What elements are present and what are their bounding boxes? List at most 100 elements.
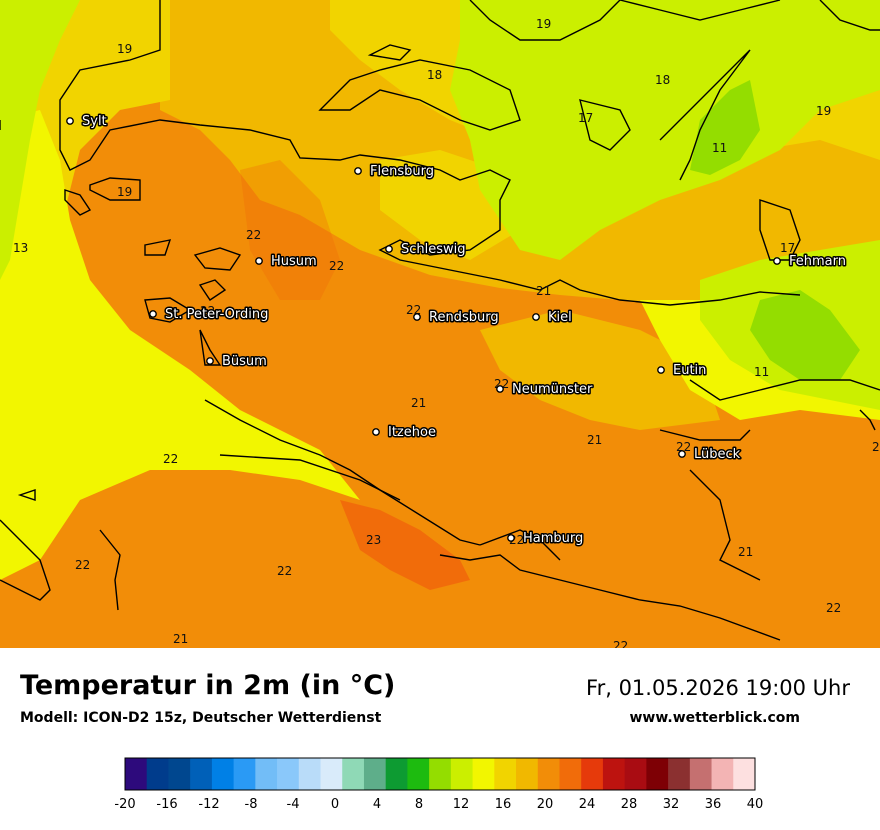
value-label: 18: [427, 68, 442, 82]
svg-text:Büsum: Büsum: [222, 354, 267, 369]
legend-tick-label: -20: [114, 797, 135, 812]
legend-color-bin: [363, 758, 387, 790]
temp-field-14-16-west: [0, 110, 360, 580]
legend-color-bins: [124, 757, 756, 791]
legend-color-bin: [298, 758, 321, 790]
legend-tick-label: -12: [198, 797, 219, 812]
value-label: 22: [163, 452, 178, 466]
city-rendsburg: Rendsburg: [413, 309, 500, 327]
legend-color-bin: [472, 758, 495, 790]
svg-text:Fehmarn: Fehmarn: [789, 254, 846, 269]
svg-text:Husum: Husum: [271, 254, 317, 269]
legend-color-bin: [494, 758, 517, 790]
legend-tick-label: 28: [621, 797, 638, 812]
value-label-bottom: 22: [613, 639, 628, 648]
value-label: 21: [587, 433, 602, 447]
city-buesum: Büsum: [206, 353, 268, 371]
legend-color-bin: [211, 758, 235, 790]
svg-text:Itzehoe: Itzehoe: [388, 425, 436, 440]
city-fehmarn: Fehmarn: [773, 253, 848, 271]
value-label: 23: [366, 533, 381, 547]
value-label: 22: [676, 440, 691, 454]
legend-tick-label: -16: [156, 797, 177, 812]
color-legend: -20 -16 -12 -8 -4 0 4 8 12 16 20 24 28 32 36 40: [0, 756, 880, 826]
svg-text:Hamburg: Hamburg: [523, 531, 583, 546]
value-label: 22: [329, 259, 344, 273]
legend-tick-label: 12: [453, 797, 470, 812]
coastlines: [0, 0, 880, 641]
value-label: 13: [13, 241, 28, 255]
value-label: 19: [117, 42, 132, 56]
svg-text:Lübeck: Lübeck: [694, 447, 741, 462]
legend-tick-label: 4: [373, 797, 381, 812]
value-label: 22: [200, 304, 215, 318]
city-schleswig: Schleswig: [385, 241, 467, 259]
legend-tick-label: -8: [245, 797, 258, 812]
legend-color-bin: [733, 758, 756, 790]
legend-color-bin: [711, 758, 734, 790]
page-title: Temperatur in 2m (in °C): [20, 670, 396, 701]
legend-color-bin: [385, 758, 408, 790]
svg-text:Flensburg: Flensburg: [370, 164, 434, 179]
temp-field-12-14-northeast: [450, 0, 880, 260]
city-kiel: Kiel: [532, 309, 573, 327]
legend-color-bin: [277, 758, 300, 790]
legend-tick-label: 0: [331, 797, 339, 812]
legend-tick-label: 40: [747, 797, 764, 812]
svg-text:Eutin: Eutin: [673, 363, 706, 378]
temp-field-12-14-west: [0, 0, 80, 280]
legend-color-bin: [407, 758, 430, 790]
legend-color-bin: [429, 758, 452, 790]
value-label: 19: [816, 104, 831, 118]
city-sylt: Sylt: [66, 113, 108, 131]
legend-frame: [124, 757, 756, 791]
value-label: 22: [826, 601, 841, 615]
legend-tick-labels: -20 -16 -12 -8 -4 0 4 8 12 16 20 24 28 32 36 40: [114, 797, 763, 812]
legend-color-bin: [668, 758, 691, 790]
legend-tick-label: 16: [495, 797, 512, 812]
legend-color-bin: [559, 758, 582, 790]
value-label: 21: [536, 284, 551, 298]
legend-tick-label: -4: [287, 797, 300, 812]
legend-color-bin: [624, 758, 647, 790]
value-label: 2: [872, 440, 880, 454]
city-flensburg: Flensburg: [354, 163, 435, 181]
legend-color-bin: [602, 758, 626, 790]
legend-color-bin: [342, 758, 365, 790]
forecast-datetime: Fr, 01.05.2026 19:00 Uhr: [586, 676, 850, 700]
svg-text:Schleswig: Schleswig: [401, 242, 466, 257]
legend-tick-label: 8: [415, 797, 423, 812]
svg-text:Neumünster: Neumünster: [512, 382, 593, 397]
legend-tick-label: 20: [537, 797, 554, 812]
value-label: 11: [754, 365, 769, 379]
value-label: 21: [738, 545, 753, 559]
legend-color-bin: [581, 758, 604, 790]
svg-text:St. Peter-Ording: St. Peter-Ording: [165, 307, 268, 322]
city-luebeck: Lübeck: [678, 446, 742, 464]
legend-color-bin: [516, 758, 539, 790]
legend-color-bin: [689, 758, 712, 790]
value-label: 19: [536, 17, 551, 31]
legend-color-bin: [146, 758, 169, 790]
legend-color-bin: [190, 758, 213, 790]
city-markers: Sylt Flensburg Schleswig Husum St. Peter…: [66, 113, 848, 548]
value-label: 21: [411, 396, 426, 410]
legend-color-bin: [646, 758, 669, 790]
svg-text:Sylt: Sylt: [82, 114, 107, 129]
legend-color-bin: [255, 758, 278, 790]
legend-color-bin: [125, 758, 148, 790]
value-label: 19: [117, 185, 132, 199]
legend-tick-label: 32: [663, 797, 680, 812]
city-hamburg: Hamburg: [507, 530, 585, 548]
temperature-map[interactable]: 19 19 18 18 17 19 11 19 13 22 22 17 22 2…: [0, 0, 880, 648]
website-link[interactable]: www.wetterblick.com: [629, 710, 801, 726]
temp-field-22-24-inland: [240, 160, 340, 300]
legend-tick-label: 24: [579, 797, 596, 812]
value-label: 17: [578, 111, 593, 125]
value-label: 22: [277, 564, 292, 578]
legend-color-bin: [168, 758, 191, 790]
model-subtitle: Modell: ICON-D2 15z, Deutscher Wetterdie…: [20, 710, 382, 726]
value-label: 11: [712, 141, 727, 155]
city-eutin: Eutin: [657, 362, 708, 380]
temp-field-22-24-elbe: [340, 500, 470, 590]
